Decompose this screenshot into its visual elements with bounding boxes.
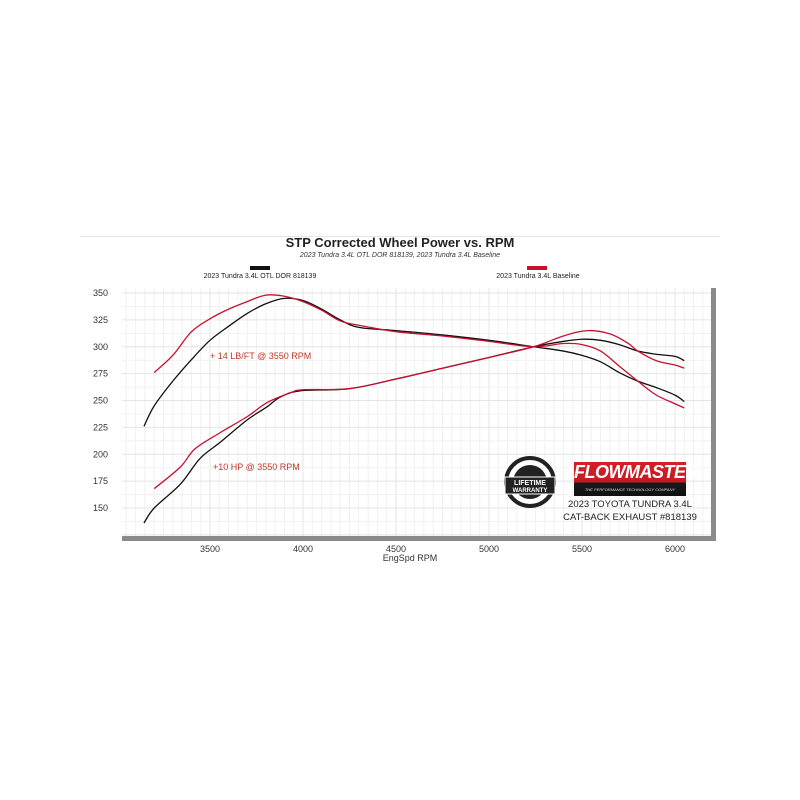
torque-annotation: + 14 LB/FT @ 3550 RPM (210, 351, 311, 361)
y-tick-label: 175 (93, 476, 108, 486)
y-tick-label: 200 (93, 449, 108, 459)
y-tick-label: 325 (93, 315, 108, 325)
svg-text:WARRANTY: WARRANTY (513, 488, 548, 494)
plot-right-border (711, 288, 716, 541)
svg-text:LIFETIME: LIFETIME (514, 480, 546, 487)
hp-annotation: +10 HP @ 3550 RPM (213, 462, 300, 472)
flowmaster-tagline: THE PERFORMANCE TECHNOLOGY COMPANY (584, 487, 676, 492)
x-axis-bar (122, 536, 716, 541)
chart-subtitle: 2023 Tundra 3.4L OTL DOR 818139, 2023 Tu… (299, 252, 501, 259)
y-tick-label: 300 (93, 342, 108, 352)
legend-swatch-red (527, 266, 547, 270)
warranty-badge: LIFETIME WARRANTY (504, 456, 556, 508)
flowmaster-logo-text: FLOWMASTER (574, 462, 698, 482)
x-tick-label: 3500 (200, 544, 220, 554)
x-tick-label: 6000 (665, 544, 685, 554)
series-line-torque-baseline (153, 294, 685, 409)
series-line-hp-baseline (153, 329, 685, 490)
grid (122, 288, 711, 536)
y-tick-label: 225 (93, 422, 108, 432)
y-tick-label: 150 (93, 503, 108, 513)
legend-swatch-black (250, 266, 270, 270)
chart-title: STP Corrected Wheel Power vs. RPM (285, 235, 515, 250)
y-tick-label: 350 (93, 288, 108, 298)
product-line-2: CAT-BACK EXHAUST #818139 (563, 512, 697, 523)
series-line-torque-otl (143, 297, 685, 427)
x-tick-label: 4500 (386, 544, 406, 554)
x-tick-label: 5000 (479, 544, 499, 554)
header-rule (80, 236, 720, 237)
legend-label-red: 2023 Tundra 3.4L Baseline (496, 273, 580, 280)
y-tick-label: 275 (93, 369, 108, 379)
x-tick-label: 4000 (293, 544, 313, 554)
legend-label-black: 2023 Tundra 3.4L OTL DOR 818139 (203, 273, 317, 280)
x-axis-label: EngSpd RPM (383, 553, 438, 563)
y-tick-label: 250 (93, 396, 108, 406)
flowmaster-logo (574, 462, 686, 496)
x-tick-label: 5500 (572, 544, 592, 554)
product-line-1: 2023 TOYOTA TUNDRA 3.4L (568, 499, 692, 510)
